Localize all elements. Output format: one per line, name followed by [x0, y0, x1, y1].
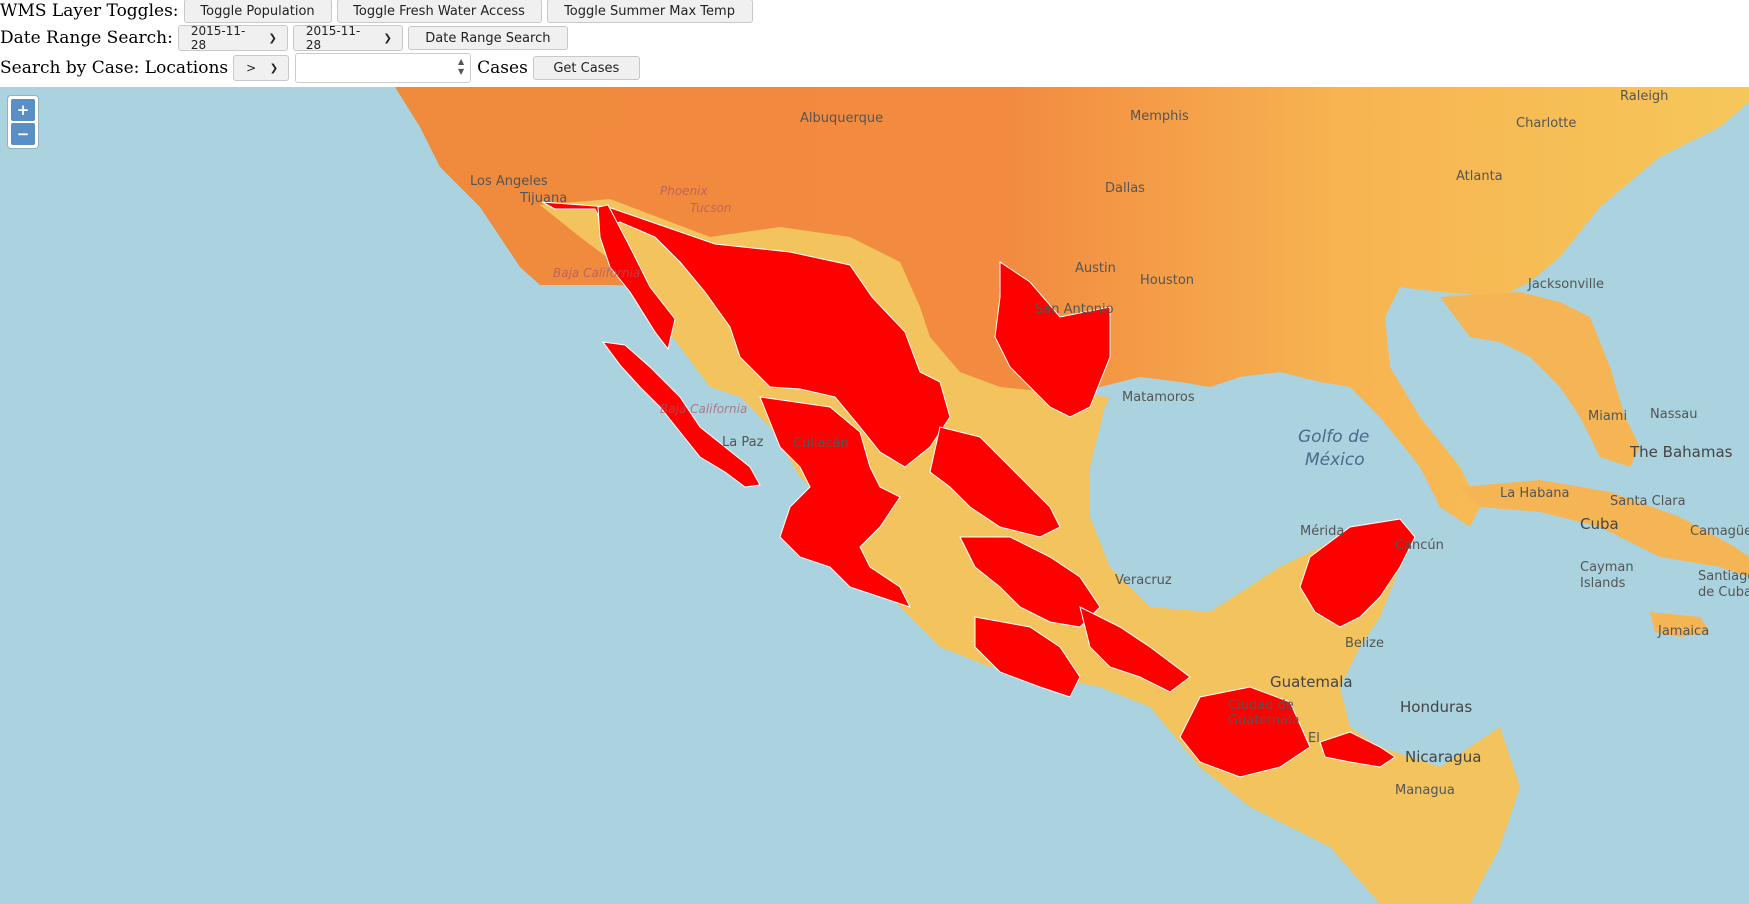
chevron-down-icon: ❯ — [383, 32, 392, 44]
zoom-control: + − — [8, 96, 38, 148]
label-cancun: Cancún — [1395, 538, 1444, 553]
label-havana: La Habana — [1500, 486, 1570, 501]
date-range-row: Date Range Search: 2015-11-28 ❯ 2015-11-… — [0, 24, 568, 52]
label-austin: Austin — [1075, 261, 1116, 276]
operator-value: > — [246, 61, 257, 75]
toggle-population-button[interactable]: Toggle Population — [183, 0, 332, 23]
zoom-in-button[interactable]: + — [11, 99, 35, 121]
date-end-select[interactable]: 2015-11-28 ❯ — [292, 24, 403, 52]
date-range-search-button[interactable]: Date Range Search — [407, 26, 568, 50]
cuba-land — [1460, 480, 1749, 577]
label-matamoros: Matamoros — [1122, 390, 1195, 405]
label-santa-clara: Santa Clara — [1610, 494, 1686, 509]
toggle-summer-temp-button[interactable]: Toggle Summer Max Temp — [546, 0, 753, 23]
label-miami: Miami — [1588, 409, 1627, 424]
label-veracruz: Veracruz — [1115, 573, 1172, 588]
chevron-down-icon: ❯ — [268, 32, 277, 44]
usa-land — [395, 87, 1749, 527]
label-cd-guatemala-1: Ciudad de — [1228, 698, 1294, 713]
wms-toggle-row: WMS Layer Toggles: Toggle Population Tog… — [0, 0, 753, 25]
cases-label: Cases — [477, 58, 528, 78]
region-highlight — [1079, 606, 1191, 693]
label-atlanta: Atlanta — [1456, 169, 1503, 184]
label-culiacan: Culiacán — [793, 436, 849, 451]
date-range-label: Date Range Search: — [0, 28, 173, 48]
jamaica-land — [1650, 612, 1710, 637]
toggle-fresh-water-button[interactable]: Toggle Fresh Water Access — [336, 0, 542, 23]
get-cases-button[interactable]: Get Cases — [532, 56, 640, 80]
label-raleigh: Raleigh — [1620, 89, 1668, 104]
label-nicaragua: Nicaragua — [1405, 748, 1481, 766]
label-cayman-1: Cayman — [1580, 560, 1634, 575]
label-merida: Mérida — [1300, 524, 1344, 539]
label-baja-california-sur: Baja California — [660, 402, 747, 416]
label-el-salvador: El — [1308, 731, 1320, 746]
label-honduras: Honduras — [1400, 698, 1472, 716]
zoom-out-button[interactable]: − — [11, 123, 35, 145]
label-memphis: Memphis — [1130, 109, 1189, 124]
region-highlight — [601, 341, 761, 488]
label-nassau: Nassau — [1650, 407, 1697, 422]
label-albuquerque: Albuquerque — [800, 111, 883, 126]
date-end-value: 2015-11-28 — [305, 24, 361, 52]
label-cuba: Cuba — [1580, 515, 1619, 533]
label-cd-guatemala-2: Guatemala — [1228, 713, 1300, 728]
region-highlight — [1179, 686, 1311, 778]
region-highlight — [541, 201, 951, 468]
label-tijuana: Tijuana — [519, 191, 567, 206]
chevron-down-icon: ❯ — [269, 62, 279, 74]
label-cayman-2: Islands — [1580, 576, 1626, 591]
region-highlight — [597, 204, 676, 351]
label-phoenix: Phoenix — [660, 184, 709, 198]
operator-select[interactable]: > ❯ — [233, 55, 290, 81]
case-search-label: Search by Case: Locations — [0, 58, 229, 78]
label-bahamas: The Bahamas — [1629, 443, 1733, 461]
label-dallas: Dallas — [1105, 181, 1145, 196]
map-view[interactable]: Los Angeles Tijuana Phoenix Tucson Albuq… — [0, 87, 1749, 904]
map-canvas: Los Angeles Tijuana Phoenix Tucson Albuq… — [395, 87, 1749, 904]
label-santiago-2: de Cuba — [1698, 585, 1749, 600]
region-highlight — [759, 396, 911, 608]
date-start-value: 2015-11-28 — [190, 24, 246, 52]
florida-land — [1440, 292, 1640, 467]
label-baja-california: Baja California — [553, 266, 640, 280]
label-los-angeles: Los Angeles — [470, 174, 548, 189]
label-charlotte: Charlotte — [1516, 116, 1576, 131]
label-la-paz: La Paz — [722, 435, 764, 450]
region-highlight — [1319, 731, 1396, 768]
wms-label: WMS Layer Toggles: — [0, 1, 179, 21]
label-jamaica: Jamaica — [1657, 624, 1709, 639]
label-san-antonio: San Antonio — [1035, 302, 1114, 317]
region-highlight — [929, 426, 1061, 538]
label-belize: Belize — [1345, 636, 1384, 651]
label-camaguey: Camagüey — [1690, 524, 1749, 539]
case-search-row: Search by Case: Locations > ❯ ▲ ▼ Cases G… — [0, 53, 640, 83]
region-highlight — [959, 536, 1101, 628]
label-guatemala: Guatemala — [1270, 673, 1353, 691]
date-start-select[interactable]: 2015-11-28 ❯ — [177, 24, 288, 52]
case-count-input[interactable]: ▲ ▼ — [295, 53, 472, 83]
region-highlight — [1299, 518, 1416, 628]
label-tucson: Tucson — [690, 201, 732, 215]
label-gulf-2: México — [1305, 450, 1365, 470]
region-highlight — [974, 616, 1081, 698]
label-jacksonville: Jacksonville — [1527, 277, 1604, 292]
label-santiago-1: Santiago — [1698, 569, 1749, 584]
label-houston: Houston — [1140, 273, 1194, 288]
region-highlight — [994, 261, 1111, 418]
label-managua: Managua — [1395, 783, 1455, 798]
spinner-icon[interactable]: ▲ ▼ — [458, 57, 465, 76]
map-labels: Los Angeles Tijuana Phoenix Tucson Albuq… — [470, 89, 1749, 798]
label-gulf-1: Golfo de — [1298, 427, 1369, 447]
